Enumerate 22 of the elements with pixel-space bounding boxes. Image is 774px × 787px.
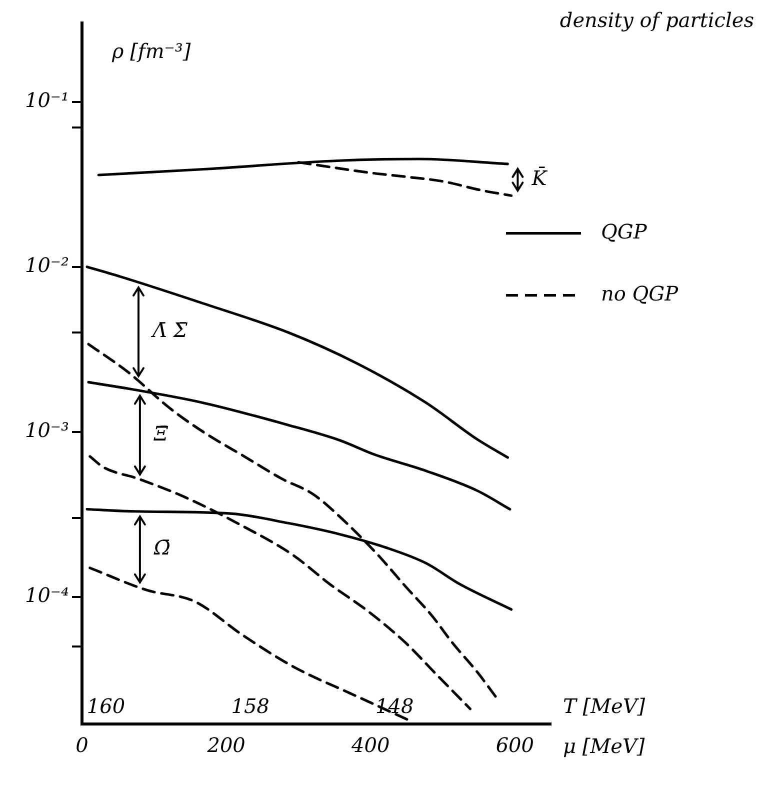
- annotation: Λ̄ Σ̄: [150, 318, 188, 342]
- x-tick-label: 200: [206, 733, 246, 758]
- y-tick-label: 10⁻¹: [24, 88, 69, 112]
- annotation: 148: [376, 694, 414, 718]
- annotation: K̄: [530, 166, 548, 190]
- annotation: Ξ̄: [152, 421, 169, 446]
- x-axis-title: μ [MeV]: [563, 734, 645, 758]
- line-series: [86, 266, 510, 459]
- annotation: 158: [231, 694, 270, 718]
- x-tick-label: 0: [76, 733, 89, 758]
- legend-label: no QGP: [601, 282, 679, 306]
- y-tick-label: 10⁻³: [24, 418, 69, 442]
- legend-label: QGP: [601, 220, 648, 244]
- x-tick-label: 600: [496, 733, 534, 758]
- text: density of particles: [560, 8, 754, 32]
- y-axis-title: ρ [fm⁻³]: [111, 39, 191, 64]
- y-tick-label: 10⁻²: [24, 253, 69, 278]
- y-tick-label: 10⁻⁴: [24, 583, 69, 608]
- x-tick-label: 400: [350, 733, 390, 758]
- annotation: 160: [86, 694, 126, 718]
- annotation: Ω̄: [152, 536, 171, 560]
- x2-axis-title: T [MeV]: [563, 694, 646, 718]
